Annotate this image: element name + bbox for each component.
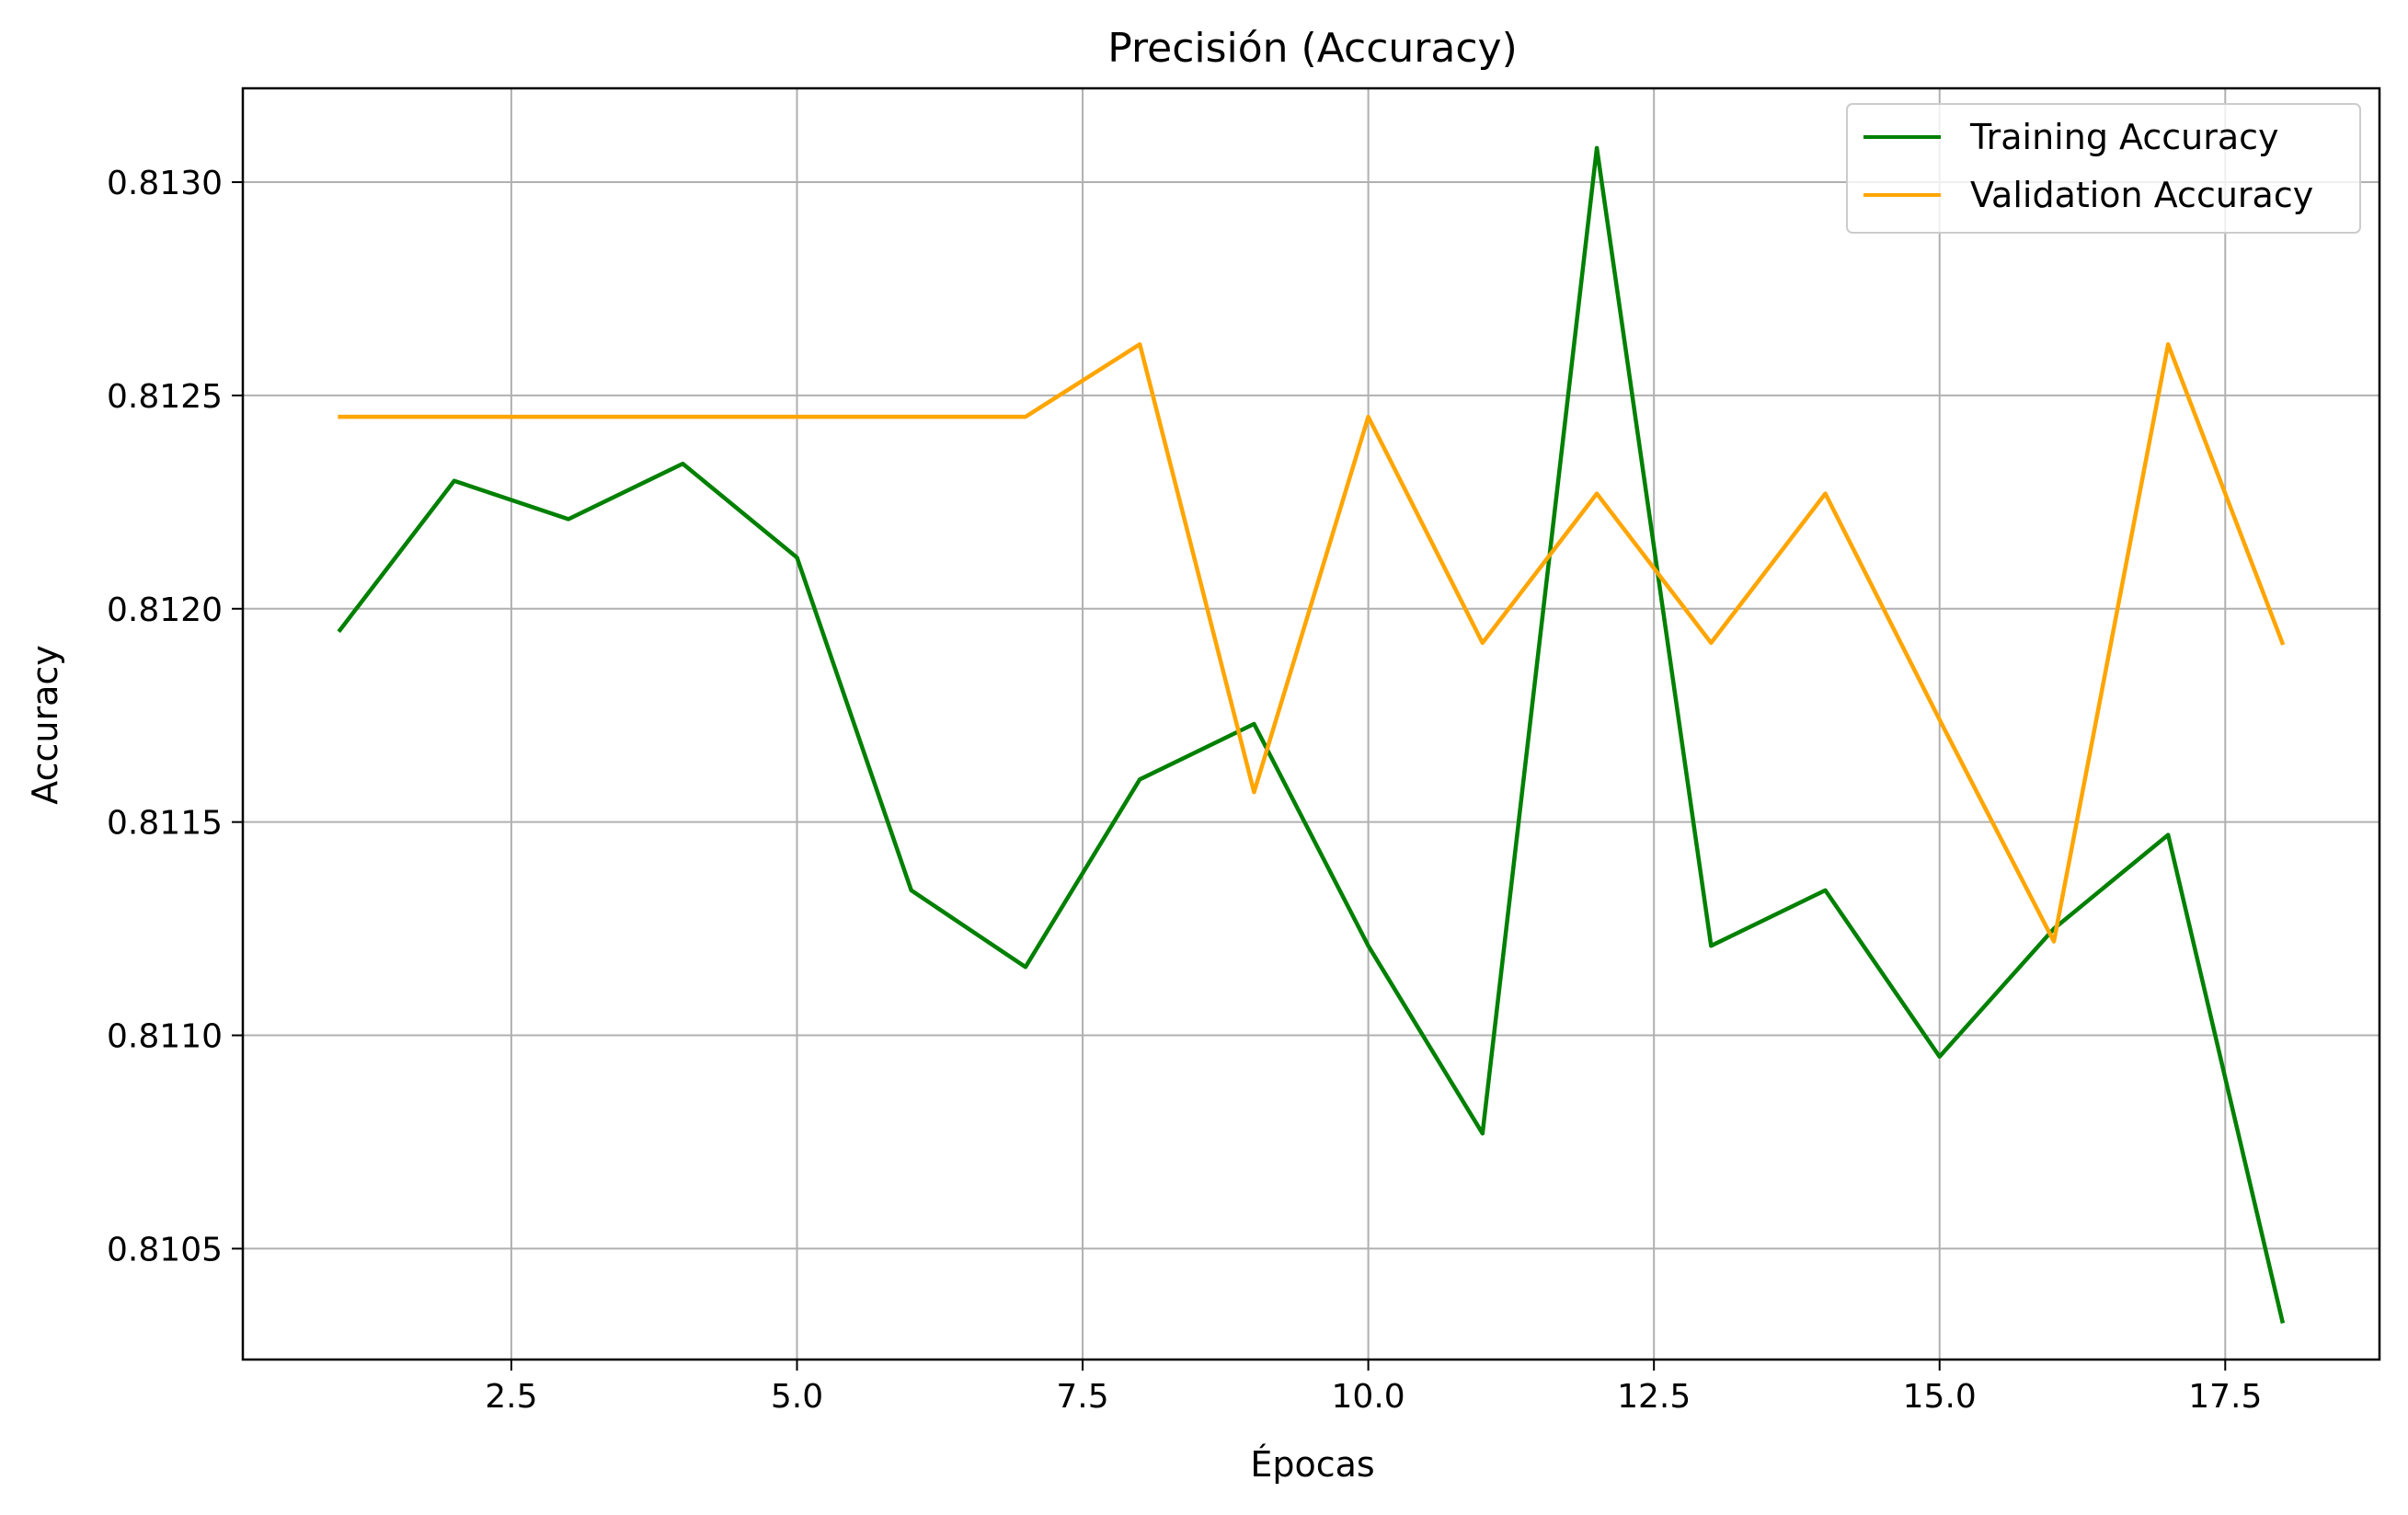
legend-box bbox=[1846, 103, 2361, 234]
y-tick-label: 0.8105 bbox=[107, 1231, 223, 1268]
legend-label-validation: Validation Accuracy bbox=[1970, 175, 2313, 215]
y-tick-label: 0.8120 bbox=[107, 591, 223, 629]
x-tick-label: 12.5 bbox=[1617, 1378, 1691, 1416]
y-tick-label: 0.8110 bbox=[107, 1018, 223, 1056]
y-tick-label: 0.8125 bbox=[107, 378, 223, 416]
x-axis-label: Épocas bbox=[1250, 1444, 1374, 1485]
legend: Training Accuracy Validation Accuracy bbox=[1846, 103, 2361, 234]
x-tick-label: 5.0 bbox=[771, 1378, 823, 1416]
y-tick-label: 0.8115 bbox=[107, 805, 223, 843]
series-line-validation bbox=[338, 342, 2286, 944]
x-tick-label: 10.0 bbox=[1332, 1378, 1405, 1416]
series-line-training bbox=[337, 145, 2286, 1325]
plot-frame bbox=[241, 86, 2381, 1361]
x-tick-label: 15.0 bbox=[1903, 1378, 1977, 1416]
x-tick-label: 17.5 bbox=[2188, 1378, 2262, 1416]
y-tick-label: 0.8130 bbox=[107, 165, 223, 202]
x-tick-label: 7.5 bbox=[1056, 1378, 1108, 1416]
y-axis-ticks: 0.8105 0.8110 0.8115 0.8120 0.8125 0.8130 bbox=[107, 165, 243, 1268]
series-lines bbox=[337, 145, 2286, 1325]
x-tick-label: 2.5 bbox=[485, 1378, 537, 1416]
chart-title: Precisión (Accuracy) bbox=[1107, 25, 1518, 72]
legend-label-training: Training Accuracy bbox=[1969, 117, 2279, 157]
x-axis-ticks: 2.5 5.0 7.5 10.0 12.5 15.0 17.5 bbox=[485, 1360, 2262, 1416]
y-axis-label: Accuracy bbox=[25, 645, 65, 805]
